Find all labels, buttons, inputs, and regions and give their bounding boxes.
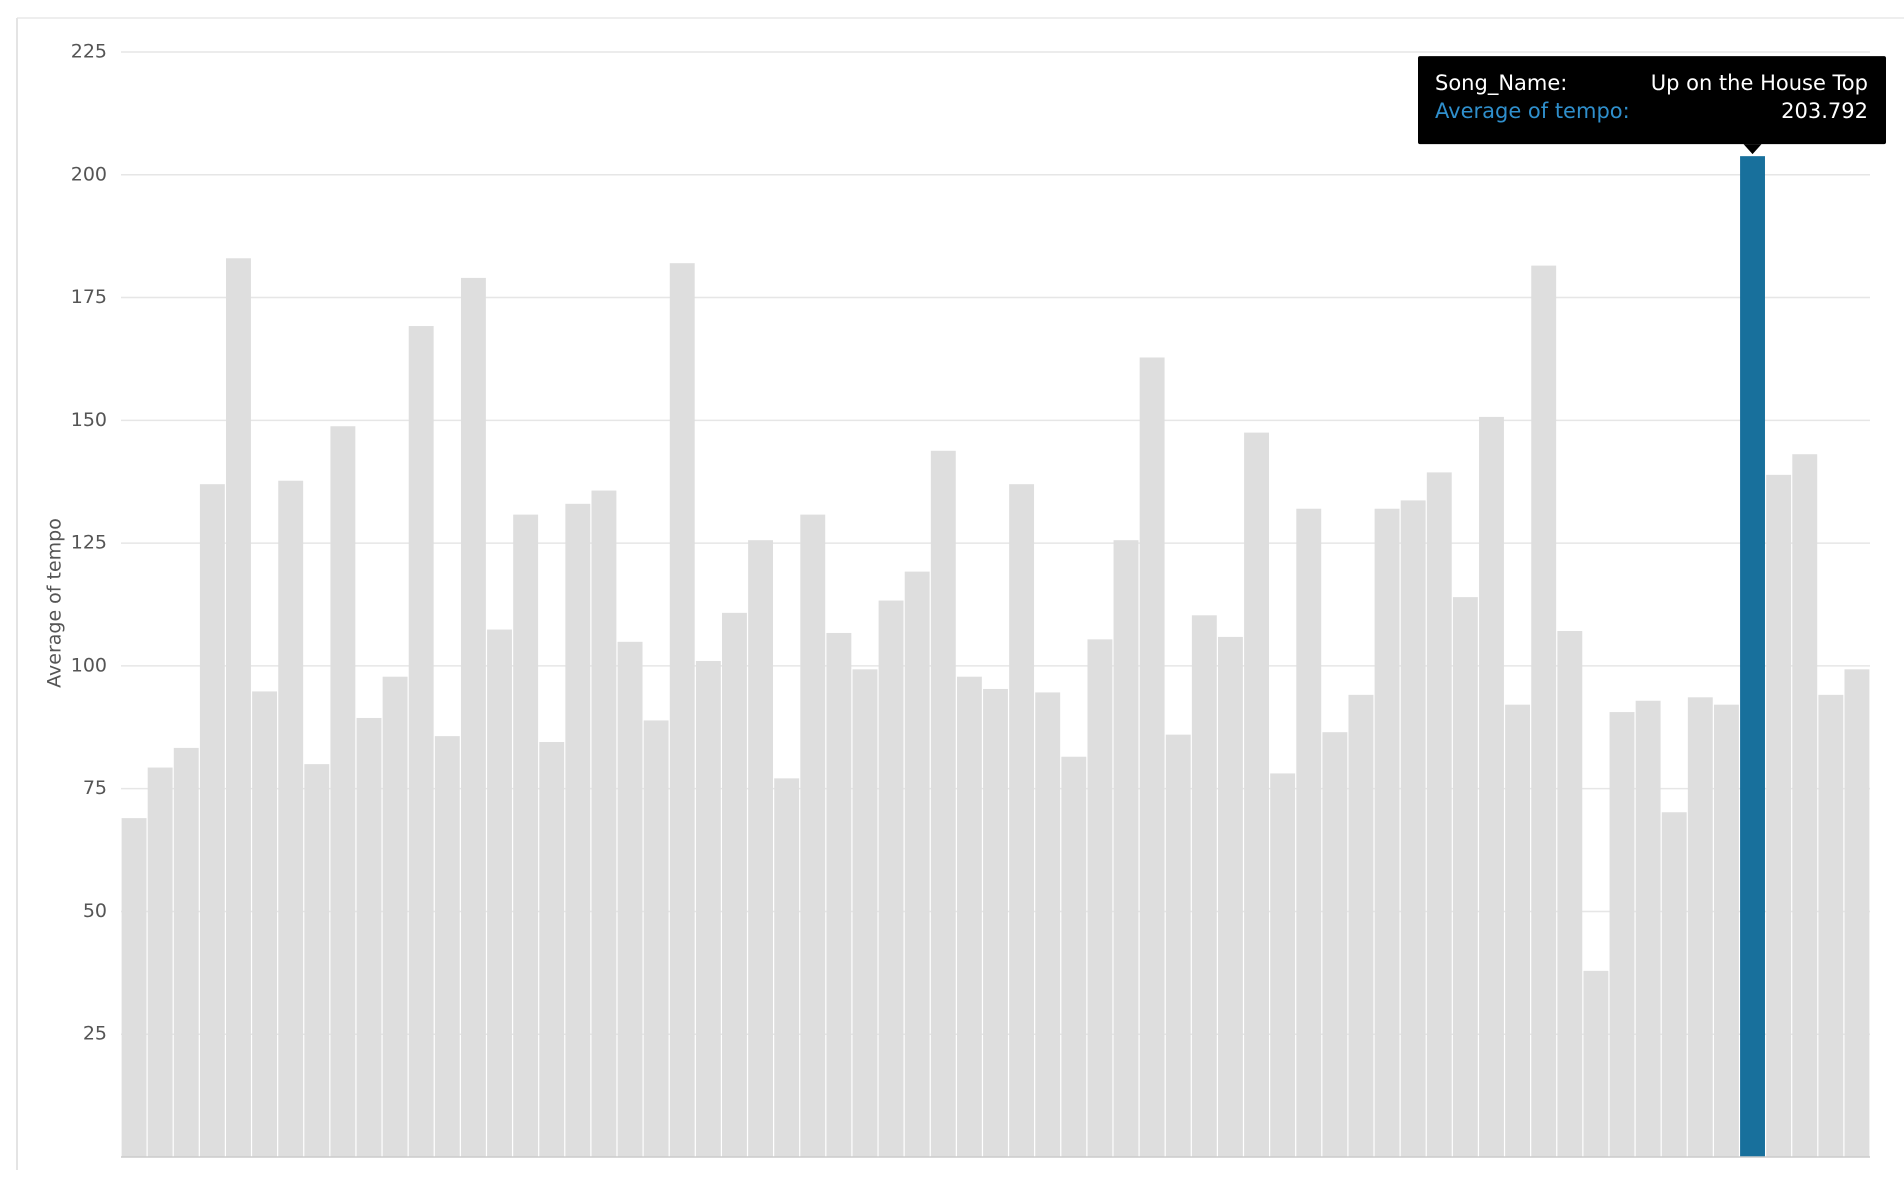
bar — [330, 426, 356, 1157]
bar — [1452, 597, 1478, 1157]
bar — [1818, 694, 1844, 1157]
bar — [434, 736, 460, 1157]
bar — [1270, 773, 1296, 1157]
y-tick-label: 50 — [83, 900, 107, 922]
bar — [1217, 636, 1243, 1157]
bar — [1583, 970, 1609, 1157]
tooltip-arrow — [1743, 144, 1762, 155]
tooltip: Song_Name: Up on the House Top Average of … — [1418, 56, 1886, 155]
bar — [722, 612, 747, 1157]
bar — [1009, 484, 1035, 1158]
tooltip-box — [1418, 56, 1886, 145]
bar — [1661, 812, 1687, 1157]
bar — [565, 503, 591, 1157]
tooltip-value: 203.792 — [1781, 99, 1868, 123]
bar — [1635, 700, 1661, 1157]
bar — [121, 818, 147, 1157]
bar — [1609, 712, 1635, 1157]
bar — [1713, 704, 1739, 1157]
bar — [1113, 540, 1139, 1157]
bar — [226, 258, 251, 1157]
bar — [1740, 156, 1765, 1157]
bar — [1244, 432, 1269, 1158]
bar — [1400, 500, 1426, 1158]
bar — [1426, 472, 1452, 1157]
tooltip-value-label: Average of tempo: — [1435, 99, 1630, 123]
bar — [930, 450, 956, 1157]
y-tick-label: 200 — [71, 163, 107, 185]
bar — [513, 514, 539, 1157]
bar — [408, 326, 434, 1157]
bar — [904, 571, 930, 1157]
bar — [1165, 734, 1191, 1157]
bar — [800, 514, 826, 1157]
bar — [1505, 704, 1531, 1157]
bar — [1531, 265, 1557, 1158]
bar — [1035, 692, 1061, 1157]
bar — [1061, 756, 1087, 1157]
bar — [1687, 697, 1713, 1157]
y-tick-label: 100 — [71, 654, 107, 676]
bar — [748, 540, 774, 1157]
bar — [539, 742, 565, 1157]
bar — [199, 484, 225, 1158]
bar — [1348, 694, 1374, 1157]
y-tick-label: 150 — [71, 409, 107, 431]
bar — [852, 669, 878, 1157]
bar — [643, 720, 669, 1157]
bar — [1844, 669, 1870, 1157]
bar — [1087, 639, 1113, 1157]
bar — [382, 676, 408, 1157]
bar — [1766, 474, 1792, 1157]
y-tick-label: 125 — [71, 532, 107, 554]
bar — [983, 688, 1008, 1157]
bar — [173, 747, 199, 1157]
bar — [1296, 508, 1322, 1157]
bar — [252, 691, 278, 1157]
bar — [1374, 508, 1400, 1157]
bar — [356, 717, 382, 1157]
y-tick-label: 75 — [83, 777, 107, 799]
y-tick-label: 225 — [71, 41, 107, 63]
bar — [1557, 631, 1583, 1157]
bar — [591, 490, 617, 1157]
bar — [956, 676, 982, 1157]
bar — [1322, 732, 1348, 1157]
bars — [121, 156, 1870, 1158]
y-axis-label: Average of tempo — [44, 518, 66, 688]
bar — [669, 263, 695, 1158]
tooltip-name-label: Song_Name: — [1435, 71, 1567, 96]
bar — [878, 600, 904, 1157]
bar — [1792, 454, 1818, 1158]
bar — [826, 632, 852, 1157]
y-tick-label: 175 — [71, 286, 107, 308]
bar — [278, 480, 304, 1157]
tooltip-name: Up on the House Top — [1651, 71, 1868, 95]
bar — [1191, 615, 1217, 1157]
bar — [1479, 416, 1504, 1157]
y-tick-label: 25 — [83, 1023, 107, 1045]
bar — [147, 767, 173, 1157]
bar — [1139, 357, 1165, 1158]
bar — [487, 629, 512, 1157]
bar — [617, 641, 643, 1157]
bar — [304, 764, 330, 1157]
bar — [774, 778, 800, 1157]
bar — [460, 277, 486, 1157]
bar — [695, 660, 721, 1157]
